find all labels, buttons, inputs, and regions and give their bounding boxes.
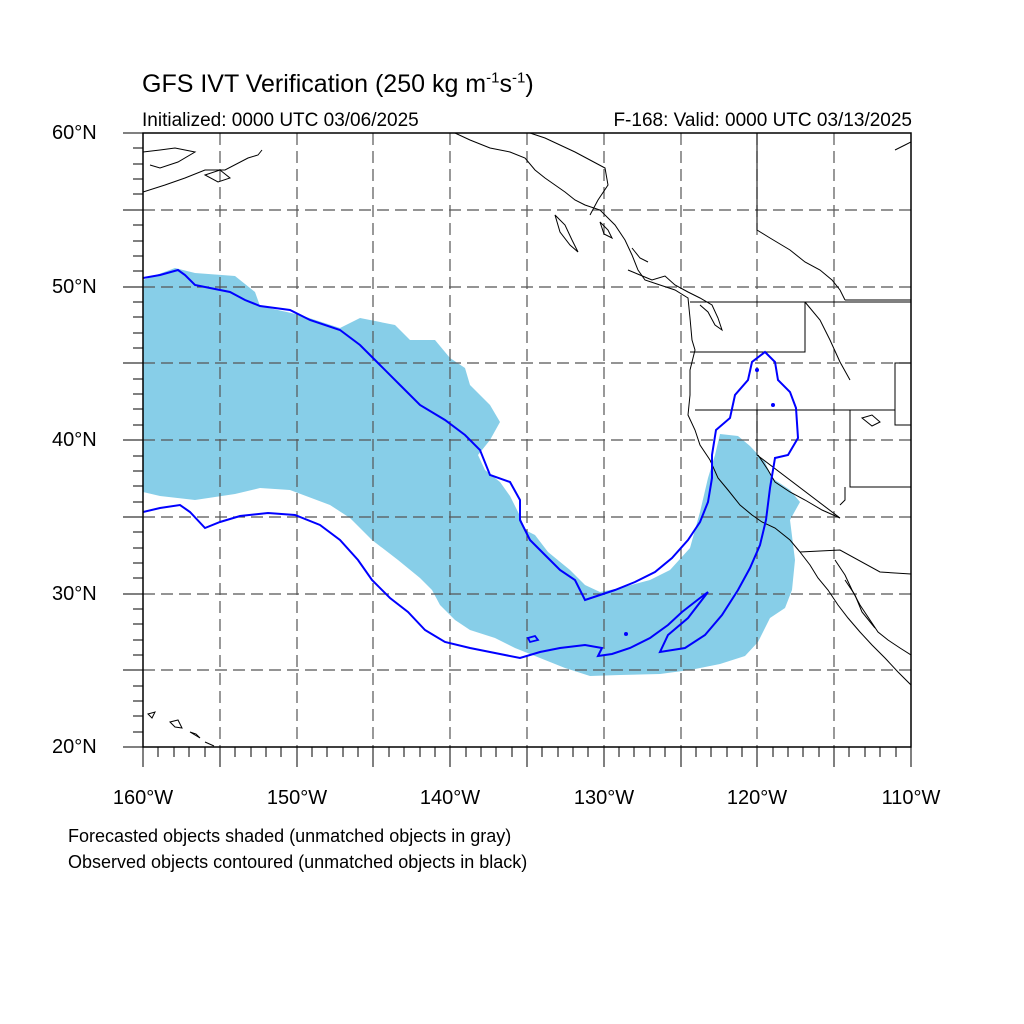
lat-label-60n: 60°N [52, 122, 97, 144]
lat-label-50n: 50°N [52, 276, 97, 298]
lat-label-20n: 20°N [52, 736, 97, 758]
lon-label-150w: 150°W [266, 787, 328, 809]
lon-label-110w: 110°W [881, 787, 941, 809]
initialized-time: Initialized: 0000 UTC 03/06/2025 [142, 110, 419, 131]
observed-ivt-dot [771, 403, 775, 407]
valid-time: F-168: Valid: 0000 UTC 03/13/2025 [613, 110, 912, 131]
observed-ivt-dot [624, 632, 628, 636]
forecast-legend-note: Forecasted objects shaded (unmatched obj… [68, 826, 512, 846]
gridlines [143, 133, 911, 747]
chart-title: GFS IVT Verification (250 kg m-1s-1) [142, 69, 534, 98]
lon-label-120w: 120°W [726, 787, 788, 809]
observed-ivt-dot [755, 368, 759, 372]
lat-label-40n: 40°N [52, 429, 97, 451]
lon-label-160w: 160°W [112, 787, 174, 809]
observed-ivt-contour-small [526, 634, 540, 644]
forecast-ivt-object [143, 268, 800, 676]
axis-ticks [123, 132, 912, 767]
observed-legend-note: Observed objects contoured (unmatched ob… [68, 852, 528, 872]
coastlines [143, 133, 911, 747]
lon-label-130w: 130°W [573, 787, 635, 809]
lon-label-140w: 140°W [419, 787, 481, 809]
lat-label-30n: 30°N [52, 583, 97, 605]
observed-ivt-contour [143, 268, 800, 660]
